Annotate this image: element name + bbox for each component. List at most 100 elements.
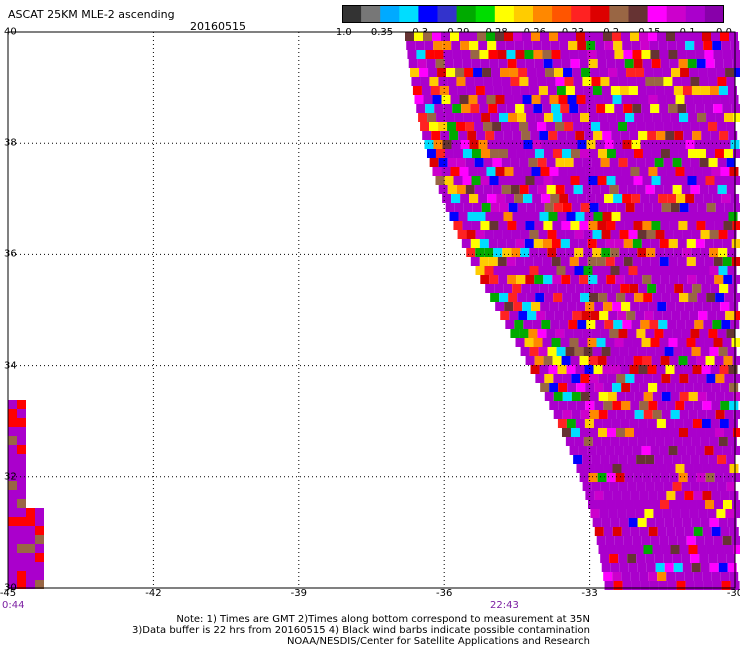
swath-pixel <box>624 500 634 509</box>
swath-pixel <box>673 266 683 275</box>
swath-pixel <box>582 329 592 338</box>
swath-pixel <box>654 185 664 194</box>
swath-pixel <box>611 212 621 221</box>
swath-pixel <box>580 392 590 401</box>
swath-pixel <box>635 311 645 320</box>
swath-pixel <box>530 365 540 374</box>
swath-pixel <box>594 32 603 41</box>
swath-pixel <box>581 311 591 320</box>
swath-pixel <box>609 158 619 167</box>
swath-pixel <box>632 536 642 545</box>
swath-pixel <box>726 122 736 131</box>
swath-pixel <box>488 50 498 59</box>
swath-pixel <box>599 68 609 77</box>
swath-pixel <box>17 562 26 571</box>
swath-pixel <box>690 122 700 131</box>
swath-pixel <box>713 257 723 266</box>
swath-pixel <box>669 428 679 437</box>
swath-pixel <box>652 392 662 401</box>
swath-pixel <box>488 239 498 248</box>
swath-pixel <box>490 203 500 212</box>
swath-pixel <box>585 167 595 176</box>
swath-pixel <box>430 86 440 95</box>
swath-pixel <box>17 490 26 499</box>
swath-pixel <box>479 239 489 248</box>
swath-pixel <box>695 104 705 113</box>
colorbar-swatch <box>494 5 515 23</box>
swath-pixel <box>655 266 665 275</box>
swath-pixel <box>482 68 492 77</box>
swath-pixel <box>578 446 588 455</box>
swath-pixel <box>606 149 616 158</box>
swath-pixel <box>568 320 578 329</box>
swath-pixel <box>618 554 628 563</box>
swath-pixel <box>728 365 738 374</box>
swath-pixel <box>474 185 484 194</box>
swath-pixel <box>502 266 512 275</box>
swath-pixel <box>646 563 656 572</box>
swath-pixel <box>640 140 650 149</box>
swath-pixel <box>704 50 714 59</box>
swath-pixel <box>605 257 615 266</box>
swath-pixel <box>732 59 740 68</box>
swath-pixel <box>667 581 677 590</box>
swath-pixel <box>714 176 724 185</box>
swath-pixel <box>639 167 649 176</box>
swath-pixel <box>583 347 593 356</box>
swath-pixel <box>420 122 430 131</box>
swath-pixel <box>627 158 637 167</box>
swath-pixel <box>605 536 615 545</box>
swath-pixel <box>608 509 618 518</box>
swath-pixel <box>711 95 721 104</box>
swath-pixel <box>680 509 690 518</box>
swath-pixel <box>503 131 513 140</box>
swath-pixel <box>517 203 527 212</box>
swath-pixel <box>726 554 736 563</box>
swath-pixel <box>583 86 593 95</box>
swath-pixel <box>17 535 26 544</box>
swath-pixel <box>530 284 540 293</box>
swath-pixel <box>704 257 714 266</box>
swath-pixel <box>629 419 639 428</box>
swath-pixel <box>493 248 503 257</box>
swath-pixel <box>549 383 559 392</box>
swath-pixel <box>496 194 506 203</box>
swath-pixel <box>641 446 651 455</box>
colorbar-swatch <box>437 5 458 23</box>
swath-pixel <box>640 41 650 50</box>
swath-pixel <box>714 149 724 158</box>
swath-pixel <box>615 356 625 365</box>
swath-pixel <box>574 347 584 356</box>
swath-pixel <box>595 194 605 203</box>
swath-pixel <box>489 149 499 158</box>
swath-pixel <box>408 59 418 68</box>
swath-pixel <box>720 32 729 41</box>
swath-pixel <box>609 554 619 563</box>
swath-pixel <box>528 122 538 131</box>
swath-pixel <box>675 464 685 473</box>
swath-pixel <box>584 284 594 293</box>
swath-pixel <box>615 221 625 230</box>
swath-pixel <box>604 140 614 149</box>
swath-pixel <box>709 563 719 572</box>
swath-pixel <box>721 41 731 50</box>
swath-pixel <box>494 284 504 293</box>
swath-pixel <box>576 464 586 473</box>
swath-pixel <box>596 50 606 59</box>
swath-pixel <box>453 221 463 230</box>
swath-pixel <box>700 86 710 95</box>
swath-pixel <box>566 131 576 140</box>
swath-pixel <box>651 473 661 482</box>
swath-pixel <box>692 131 702 140</box>
swath-pixel <box>8 526 17 535</box>
swath-pixel <box>555 329 565 338</box>
swath-pixel <box>416 50 426 59</box>
swath-pixel <box>630 95 640 104</box>
swath-pixel <box>498 275 508 284</box>
swath-pixel <box>616 113 626 122</box>
swath-pixel <box>630 572 640 581</box>
swath-pixel <box>689 68 699 77</box>
swath-pixel <box>649 140 659 149</box>
swath-pixel <box>550 41 560 50</box>
swath-pixel <box>531 32 540 41</box>
